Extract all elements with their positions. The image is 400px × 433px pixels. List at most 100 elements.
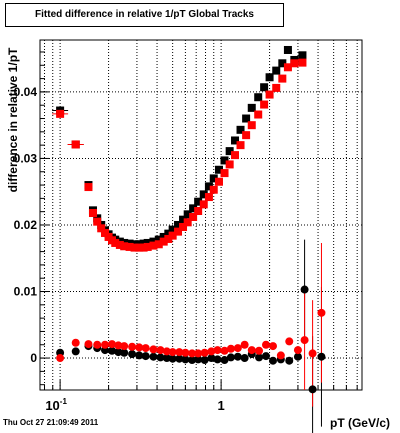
black-circle-point — [233, 352, 242, 361]
red-circle-point — [194, 349, 203, 358]
black-square-point — [174, 220, 183, 229]
red-square-point — [242, 131, 251, 140]
red-square-point — [283, 63, 292, 72]
red-square-point — [265, 90, 274, 99]
black-circle-point — [156, 353, 165, 362]
black-circle-point — [300, 285, 309, 294]
black-square-point — [247, 103, 256, 112]
black-circle-point — [317, 352, 326, 361]
black-square-point — [194, 197, 203, 206]
black-circle-point — [308, 385, 317, 394]
red-square-point — [189, 212, 198, 221]
red-circle-point — [175, 348, 184, 357]
black-circle-point — [162, 354, 171, 363]
black-square-point — [278, 59, 287, 68]
red-circle-point — [162, 347, 171, 356]
red-square-point — [97, 224, 106, 233]
x-tick-label: 10-1 — [45, 397, 67, 413]
red-circle-point — [114, 341, 123, 350]
black-circle-point — [220, 356, 229, 365]
red-square-point — [199, 200, 208, 209]
red-circle-point — [213, 346, 222, 355]
y-tick-label: 0.02 — [14, 218, 38, 232]
red-square-point — [247, 121, 256, 130]
red-square-point — [214, 177, 223, 186]
chart-title-box: Fitted difference in relative 1/pT Globa… — [5, 3, 284, 27]
black-square-point — [225, 147, 234, 156]
red-square-point — [135, 243, 144, 252]
black-circle-point — [141, 352, 150, 361]
red-square-point — [143, 242, 152, 251]
red-square-point — [254, 110, 263, 119]
red-circle-point — [168, 348, 177, 357]
timestamp: Thu Oct 27 21:09:49 2011 — [3, 418, 99, 427]
red-square-point — [220, 169, 229, 178]
red-circle-point — [293, 346, 302, 355]
black-circle-point — [71, 347, 80, 356]
red-circle-point — [300, 336, 309, 345]
black-square-point — [265, 73, 274, 82]
black-circle-point — [175, 354, 184, 363]
red-circle-point — [84, 340, 93, 349]
red-square-point — [154, 240, 163, 249]
red-circle-point — [200, 348, 209, 357]
black-circle-point — [207, 354, 216, 363]
red-circle-point — [261, 340, 270, 349]
black-circle-point — [114, 348, 123, 357]
black-circle-point — [128, 350, 137, 359]
black-square-point — [164, 229, 173, 238]
black-square-point — [283, 45, 292, 54]
red-circle-point — [207, 347, 216, 356]
red-circle-point — [107, 340, 116, 349]
black-square-point — [236, 125, 245, 134]
black-circle-point — [285, 356, 294, 365]
black-square-point — [209, 174, 218, 183]
red-circle-point — [120, 342, 129, 351]
red-circle-point — [128, 342, 137, 351]
black-square-point — [272, 66, 281, 75]
black-circle-point — [293, 352, 302, 361]
red-circle-point — [71, 338, 80, 347]
black-circle-point — [255, 353, 264, 362]
red-square-point — [204, 193, 213, 202]
red-circle-point — [135, 343, 144, 352]
red-circle-point — [149, 345, 158, 354]
black-circle-point — [107, 346, 116, 355]
red-square-point — [139, 243, 148, 252]
red-square-point — [236, 141, 245, 150]
black-square-point — [183, 210, 192, 219]
black-circle-point — [120, 348, 129, 357]
red-square-point — [260, 100, 269, 109]
red-square-point — [149, 241, 158, 250]
red-square-point — [120, 242, 129, 251]
red-circle-point — [56, 354, 65, 363]
black-square-point — [220, 156, 229, 165]
red-circle-point — [285, 337, 294, 346]
black-circle-point — [240, 354, 249, 363]
black-square-point — [231, 136, 240, 145]
red-square-point — [272, 83, 281, 92]
x-axis-label: pT (GeV/c) — [330, 416, 390, 430]
black-square-point — [168, 225, 177, 234]
black-square-point — [254, 93, 263, 102]
black-square-point — [204, 182, 213, 191]
red-square-point — [290, 59, 299, 68]
black-square-point — [260, 83, 269, 92]
plot-frame — [39, 39, 363, 391]
black-circle-point — [149, 352, 158, 361]
red-square-point — [111, 238, 120, 247]
red-square-point — [159, 237, 168, 246]
black-circle-point — [181, 355, 190, 364]
y-tick-label: 0.03 — [14, 151, 38, 165]
black-circle-point — [226, 353, 235, 362]
y-tick-label: 0 — [30, 351, 37, 365]
black-square-point — [154, 235, 163, 244]
red-circle-point — [268, 342, 277, 351]
red-circle-point — [255, 346, 264, 355]
red-square-point — [183, 218, 192, 227]
red-square-point — [298, 58, 307, 67]
black-square-point — [179, 215, 188, 224]
red-square-point — [194, 207, 203, 216]
black-square-point — [199, 190, 208, 199]
